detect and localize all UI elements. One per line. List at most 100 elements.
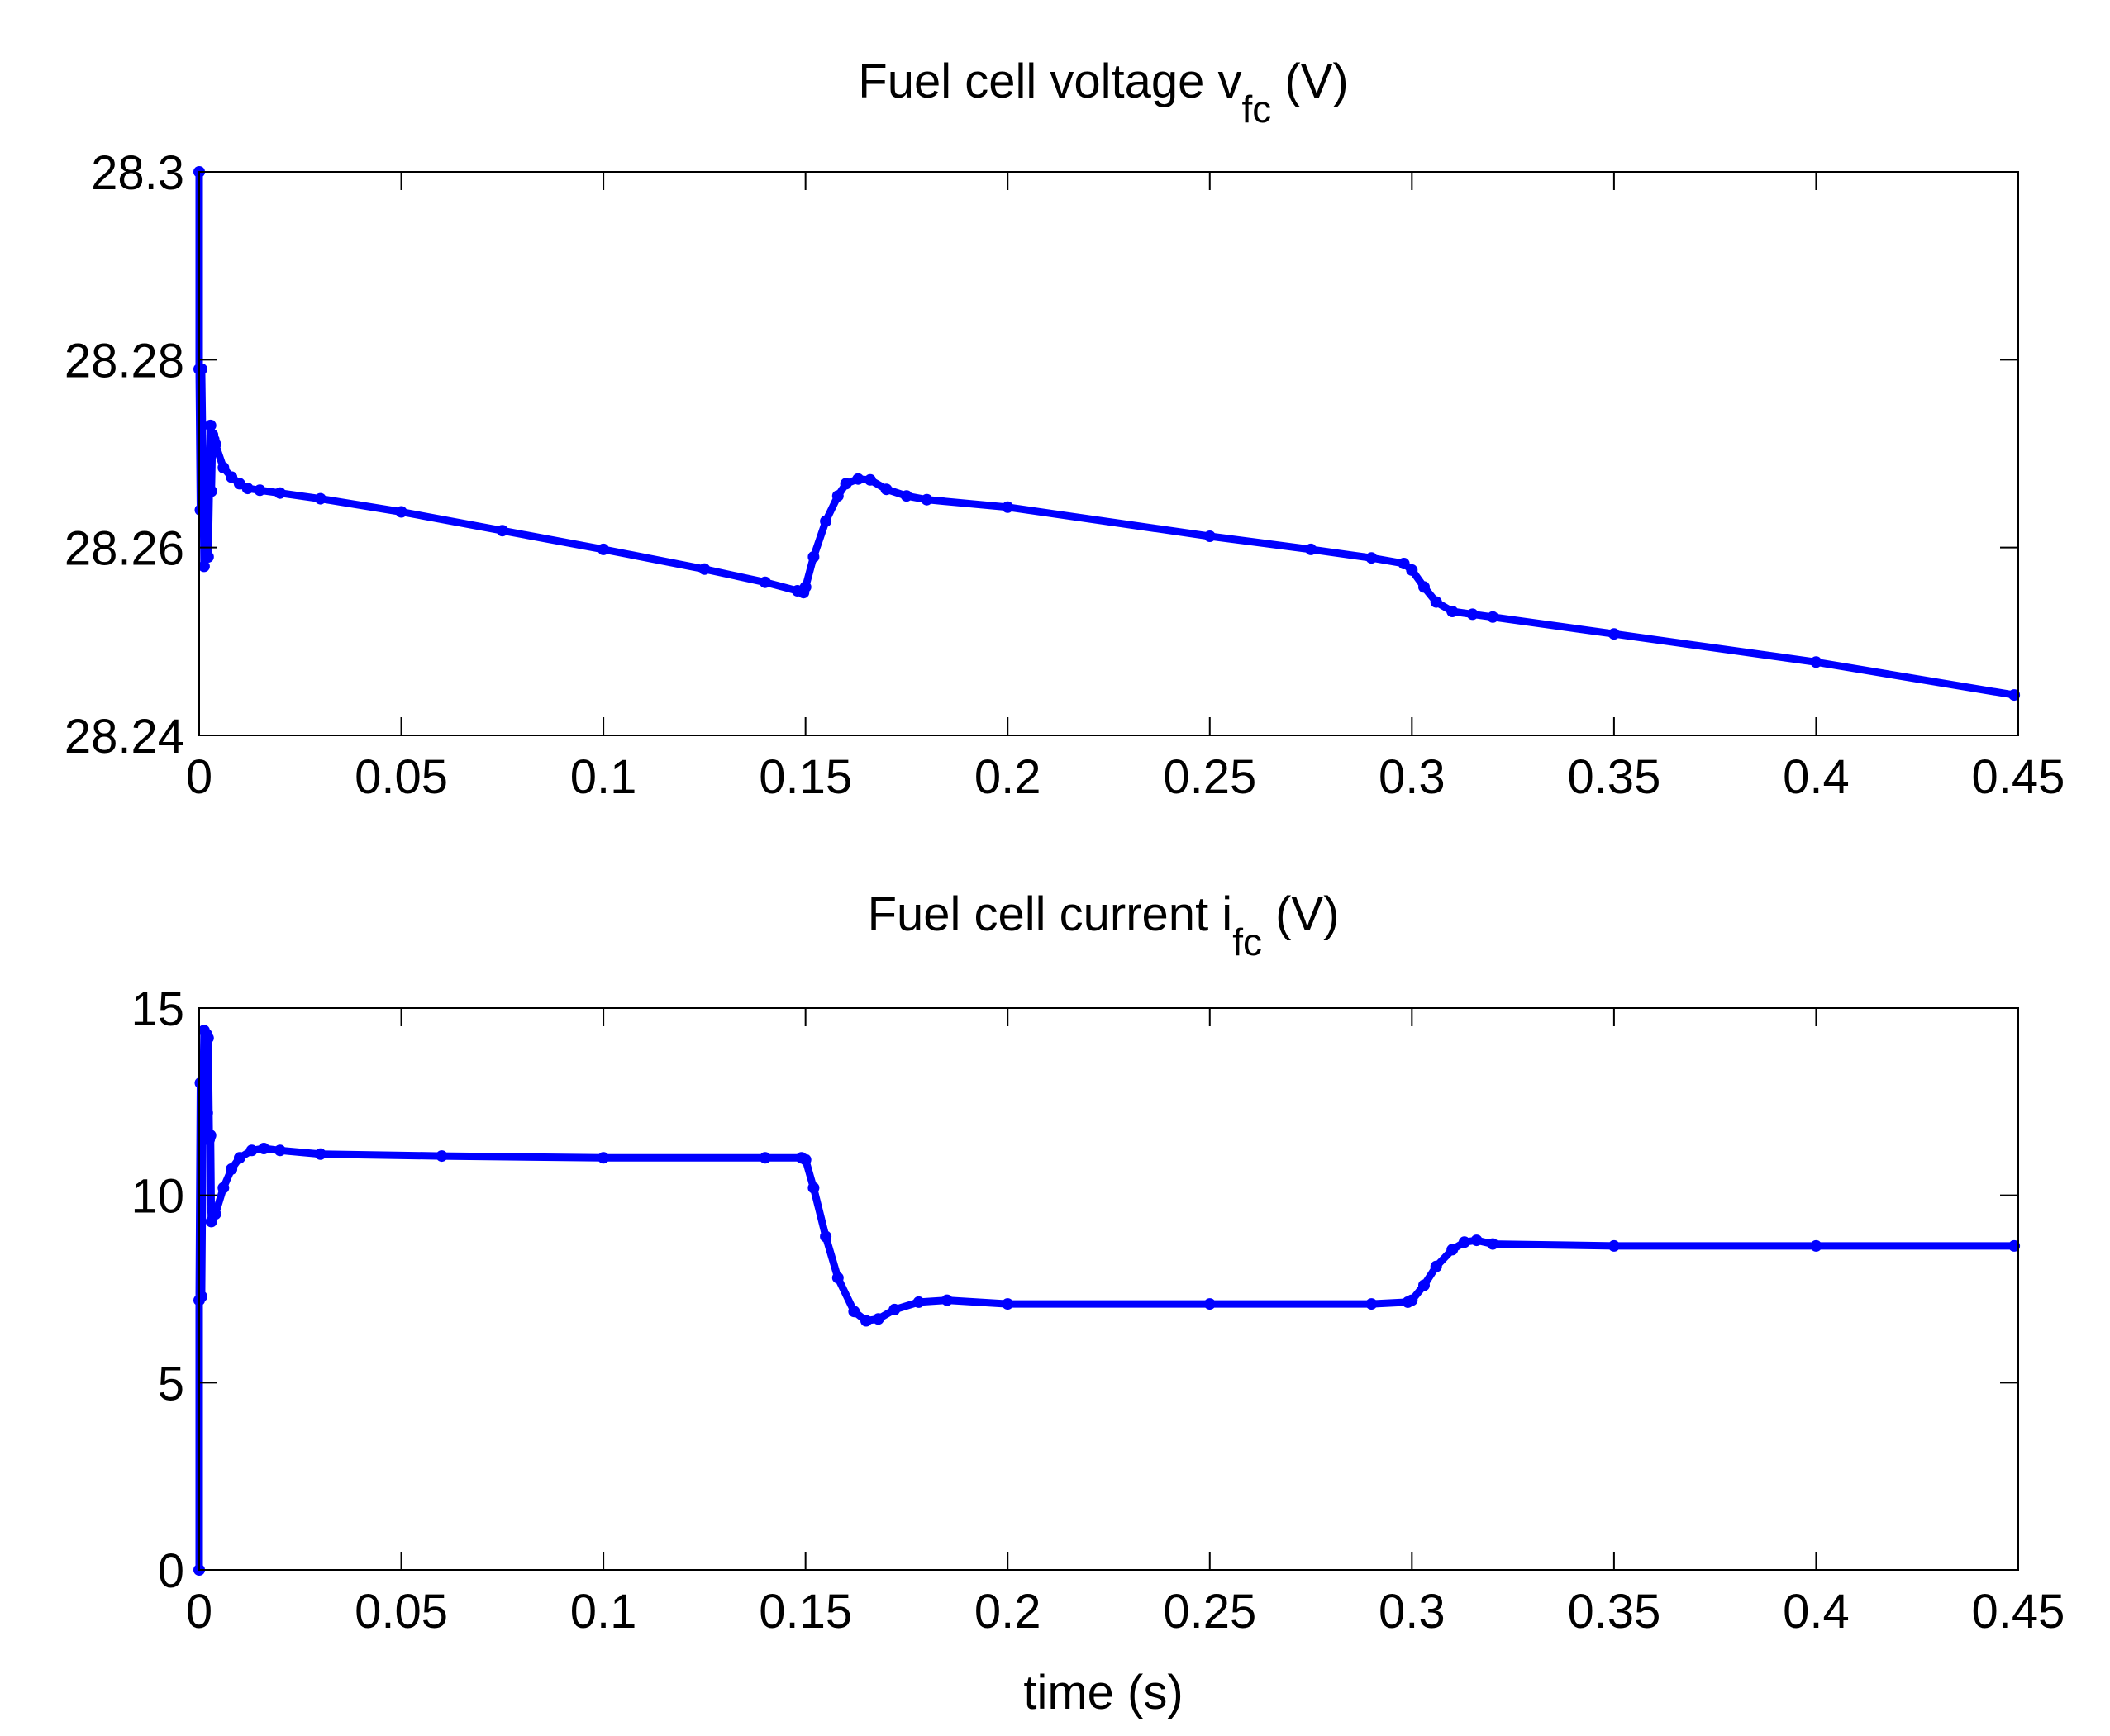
current-chart-title-subscript: fc — [1232, 920, 1262, 963]
current-xtick-label: 0.2 — [974, 1585, 1041, 1638]
current-data-point — [209, 1208, 221, 1220]
voltage-data-point — [1430, 596, 1442, 608]
voltage-data-point — [807, 551, 820, 563]
current-data-point — [226, 1163, 238, 1175]
current-data-point — [245, 1144, 258, 1157]
voltage-data-point — [1305, 543, 1317, 555]
voltage-data-point — [496, 525, 508, 537]
voltage-data-point — [204, 419, 217, 431]
current-data-point — [1203, 1298, 1216, 1310]
voltage-ytick-label: 28.24 — [64, 710, 184, 763]
voltage-xtick-label: 0.05 — [355, 750, 448, 804]
current-xtick-label: 0.3 — [1379, 1585, 1446, 1638]
voltage-data-point — [226, 471, 238, 483]
current-data-point — [233, 1152, 245, 1164]
voltage-chart-title-suffix: (V) — [1271, 55, 1348, 108]
voltage-chart: Fuel cell voltage vfc (V) 0 0.05 0.1 0.15 0.… — [64, 55, 2065, 804]
current-data-point — [217, 1182, 230, 1194]
current-data-point — [799, 1153, 812, 1166]
voltage-data-point — [799, 581, 812, 593]
voltage-data-point — [314, 492, 326, 505]
voltage-data-point — [1466, 608, 1479, 621]
current-chart-title: Fuel cell current ifc (V) — [868, 887, 1340, 963]
voltage-data-point — [254, 484, 266, 497]
current-xtick-label: 0.1 — [570, 1585, 637, 1638]
current-data-point — [848, 1306, 860, 1318]
voltage-xtick-label: 0.35 — [1567, 750, 1660, 804]
current-xtick-label: 0.05 — [355, 1585, 448, 1638]
current-data-point — [1430, 1260, 1442, 1272]
current-data-point — [197, 1077, 209, 1089]
current-data-point — [274, 1144, 286, 1157]
voltage-data-point — [852, 473, 864, 485]
current-data-point — [888, 1303, 901, 1315]
voltage-data-point — [194, 504, 207, 516]
current-xtick-label: 0.35 — [1567, 1585, 1660, 1638]
voltage-data-point — [1487, 611, 1499, 623]
voltage-data-point — [202, 551, 214, 563]
current-data-point — [314, 1148, 326, 1160]
voltage-data-point — [2008, 689, 2021, 702]
voltage-chart-title: Fuel cell voltage vfc (V) — [858, 55, 1348, 131]
current-data-point — [1470, 1234, 1483, 1247]
voltage-xtick-label: 0.4 — [1783, 750, 1850, 804]
voltage-xtick-label: 0.1 — [570, 750, 637, 804]
current-data-point — [941, 1294, 953, 1306]
voltage-data-point — [209, 438, 221, 450]
current-ytick-label: 5 — [158, 1357, 184, 1410]
current-data-point — [1418, 1279, 1430, 1291]
voltage-series-layer — [193, 166, 2021, 702]
voltage-data-point — [274, 487, 286, 499]
voltage-data-point — [1398, 558, 1410, 569]
current-data-point — [1406, 1294, 1418, 1306]
current-ticks: 0 0.05 0.1 0.15 0.2 0.25 0.3 0.35 0.4 0.45 0 5 10 15 — [131, 982, 2065, 1638]
voltage-data-point — [880, 483, 893, 496]
voltage-ticks: 0 0.05 0.1 0.15 0.2 0.25 0.3 0.35 0.4 0.45 28.24 28… — [64, 146, 2065, 804]
current-xtick-label: 0.25 — [1163, 1585, 1256, 1638]
current-chart-xlabel: time (s) — [1023, 1666, 1183, 1719]
voltage-xtick-label: 0 — [186, 750, 212, 804]
current-data-point — [1002, 1298, 1014, 1310]
current-chart-title-suffix: (V) — [1262, 887, 1339, 941]
current-data-point — [1365, 1298, 1378, 1310]
voltage-data-point — [1446, 606, 1459, 617]
current-data-point — [204, 1130, 217, 1142]
voltage-data-point — [241, 483, 254, 495]
current-data-point — [195, 1291, 207, 1303]
voltage-data-point — [195, 363, 207, 375]
current-ytick-label: 0 — [158, 1544, 184, 1598]
voltage-xtick-label: 0.25 — [1163, 750, 1256, 804]
voltage-plot-frame — [198, 171, 2019, 736]
current-xtick-label: 0.4 — [1783, 1585, 1850, 1638]
current-chart: Fuel cell current ifc (V) 0 0.05 0.1 0.15 0.… — [131, 887, 2065, 1719]
current-data-point — [820, 1230, 832, 1243]
voltage-data-point — [1810, 656, 1822, 668]
current-xtick-label: 0 — [186, 1585, 212, 1638]
voltage-chart-title-subscript: fc — [1242, 88, 1272, 131]
current-data-point — [1487, 1238, 1499, 1250]
current-data-point — [1458, 1236, 1470, 1248]
current-series-layer — [193, 1025, 2021, 1576]
current-data-point — [831, 1272, 844, 1284]
voltage-data-point — [1365, 552, 1378, 564]
current-data-point — [912, 1296, 925, 1308]
voltage-ytick-label: 28.26 — [64, 522, 184, 576]
voltage-data-point — [831, 490, 844, 502]
voltage-data-point — [1608, 628, 1620, 640]
voltage-data-point — [840, 478, 852, 490]
voltage-data-point — [1203, 530, 1216, 542]
current-data-point — [759, 1152, 771, 1164]
current-data-point — [807, 1182, 820, 1194]
voltage-data-point — [921, 493, 933, 506]
current-data-point — [202, 1032, 214, 1044]
voltage-data-point — [864, 473, 876, 486]
current-data-point — [201, 1106, 213, 1119]
current-data-point — [436, 1150, 448, 1163]
voltage-xtick-label: 0.45 — [1972, 750, 2065, 804]
current-data-point — [860, 1315, 872, 1327]
current-ytick-label: 10 — [131, 1170, 184, 1224]
current-xtick-label: 0.15 — [759, 1585, 852, 1638]
current-data-point — [1810, 1239, 1822, 1252]
voltage-data-point — [198, 560, 210, 573]
